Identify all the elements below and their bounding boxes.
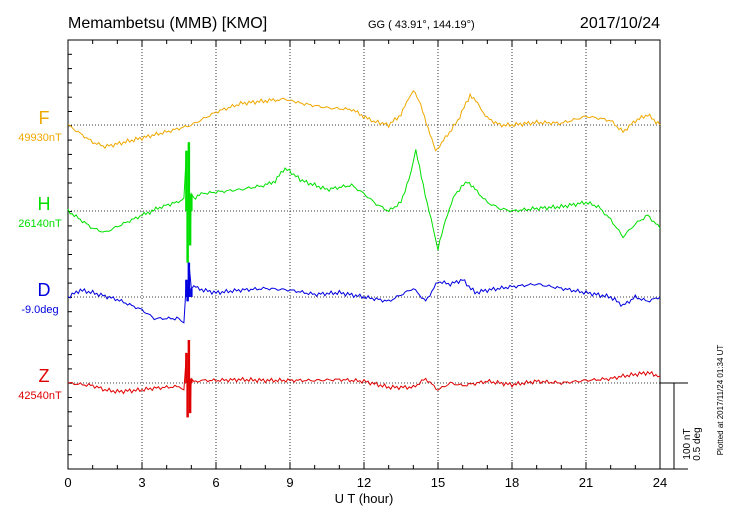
series-baseline-f: 49930nT <box>18 132 62 144</box>
data-traces <box>67 90 661 418</box>
series-label-h: H <box>38 194 51 214</box>
x-tick-label: 6 <box>212 475 219 490</box>
scale-bar: 100 nT 0.5 deg <box>660 382 703 470</box>
series-baseline-d: -9.0deg <box>21 304 58 316</box>
plotted-timestamp: Plotted at 2017/11/24 01:34 UT <box>716 345 725 456</box>
chart-date: 2017/10/24 <box>580 15 660 32</box>
x-axis-label: U T (hour) <box>335 491 394 506</box>
series-label-f: F <box>39 108 50 128</box>
x-tick-labels: 0 3 6 9 12 15 18 21 24 <box>64 475 667 490</box>
series-baseline-h: 26140nT <box>18 218 62 230</box>
series-label-z: Z <box>39 366 50 386</box>
scale-nt-label: 100 nT <box>682 428 693 459</box>
x-tick-label: 9 <box>286 475 293 490</box>
x-tick-label: 3 <box>138 475 145 490</box>
x-tick-label: 15 <box>431 475 445 490</box>
trace-f <box>67 90 661 152</box>
trace-d <box>67 262 661 324</box>
station-coords: GG ( 43.91°, 144.19°) <box>368 19 475 31</box>
series-label-d: D <box>38 280 51 300</box>
x-tick-label: 21 <box>579 475 593 490</box>
series-baseline-z: 42540nT <box>18 390 62 402</box>
x-tick-label: 12 <box>357 475 371 490</box>
grid-lines <box>141 40 587 469</box>
x-tick-label: 18 <box>505 475 519 490</box>
scale-deg-label: 0.5 deg <box>692 427 703 460</box>
station-title: Memambetsu (MMB) [KMO] <box>68 15 267 32</box>
x-tick-label: 24 <box>653 475 667 490</box>
x-tick-label: 0 <box>64 475 71 490</box>
trace-z <box>67 339 661 418</box>
tick-marks <box>67 39 661 469</box>
plot-frame <box>67 39 661 470</box>
series-labels: F 49930nT H 26140nT D -9.0deg Z 42540nT <box>18 108 62 402</box>
trace-h <box>67 142 661 263</box>
